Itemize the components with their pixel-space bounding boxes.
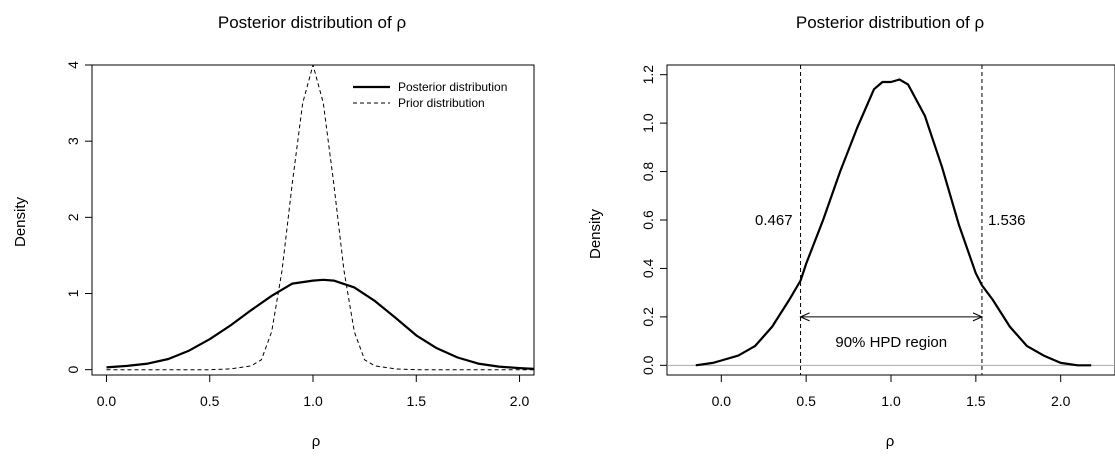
left-y-axis-label: Density bbox=[12, 196, 29, 247]
hpd-lower-label: 0.467 bbox=[755, 212, 793, 229]
y-tick-label: 1.2 bbox=[640, 65, 656, 85]
hpd-upper-label: 1.536 bbox=[988, 212, 1026, 229]
right-x-axis-label: ρ bbox=[886, 433, 895, 450]
left-x-axis-label: ρ bbox=[312, 433, 321, 450]
right-plot-frame bbox=[666, 64, 1115, 376]
left-plot-frame bbox=[91, 64, 535, 376]
y-tick-label: 0.4 bbox=[640, 258, 656, 278]
x-tick-label: 1.0 bbox=[303, 393, 323, 409]
y-tick-label: 0.0 bbox=[640, 355, 656, 375]
hpd-annotation: 0.467 1.536 90% HPD region bbox=[755, 65, 1026, 375]
right-y-axis-label: Density bbox=[587, 208, 604, 259]
y-tick-label: 1.0 bbox=[640, 113, 656, 133]
right-chart-title: Posterior distribution of ρ bbox=[796, 13, 984, 32]
x-tick-label: 2.0 bbox=[1051, 393, 1071, 409]
right-x-axis: 0.0 0.5 1.0 1.5 2.0 bbox=[712, 374, 1071, 409]
right-series-group bbox=[695, 78, 1092, 367]
legend-posterior-label: Posterior distribution bbox=[398, 80, 507, 94]
y-tick-label: 0.6 bbox=[640, 210, 656, 230]
x-tick-label: 0.0 bbox=[712, 393, 732, 409]
hpd-arrow-left-head bbox=[799, 312, 810, 322]
y-tick-label: 0.8 bbox=[640, 162, 656, 182]
left-y-axis: 0 1 2 3 4 bbox=[65, 61, 93, 374]
y-tick-label: 1 bbox=[65, 289, 81, 297]
x-tick-label: 1.0 bbox=[881, 393, 901, 409]
left-series-group bbox=[106, 65, 534, 371]
left-legend: Posterior distribution Prior distributio… bbox=[353, 80, 507, 110]
x-tick-label: 0.5 bbox=[796, 393, 816, 409]
right-chart-panel: Posterior distribution of ρ 0.0 0.5 1.0 1.5… bbox=[587, 13, 1115, 450]
left-x-axis: 0.0 0.5 1.0 1.5 2.0 bbox=[97, 374, 530, 409]
hpd-region-label: 90% HPD region bbox=[835, 334, 947, 351]
x-tick-label: 2.0 bbox=[510, 393, 530, 409]
right-y-axis: 0.0 0.2 0.4 0.6 0.8 1.0 1.2 bbox=[640, 65, 668, 375]
x-tick-label: 1.5 bbox=[407, 393, 427, 409]
y-tick-label: 0 bbox=[65, 366, 81, 374]
x-tick-label: 1.5 bbox=[966, 393, 986, 409]
left-chart-title: Posterior distribution of ρ bbox=[218, 13, 406, 32]
y-tick-label: 0.2 bbox=[640, 307, 656, 327]
x-tick-label: 0.5 bbox=[200, 393, 220, 409]
y-tick-label: 3 bbox=[65, 137, 81, 145]
y-tick-label: 2 bbox=[65, 213, 81, 221]
left-chart-panel: Posterior distribution of ρ 0.0 0.5 1.0 1.5… bbox=[12, 13, 535, 450]
legend-prior-label: Prior distribution bbox=[398, 96, 485, 110]
posterior-density-line bbox=[695, 78, 1092, 367]
posterior-density-line bbox=[106, 278, 534, 370]
x-tick-label: 0.0 bbox=[97, 393, 117, 409]
y-tick-label: 4 bbox=[65, 61, 81, 69]
hpd-arrow-right-head bbox=[972, 312, 984, 322]
prior-density-line bbox=[106, 65, 534, 371]
